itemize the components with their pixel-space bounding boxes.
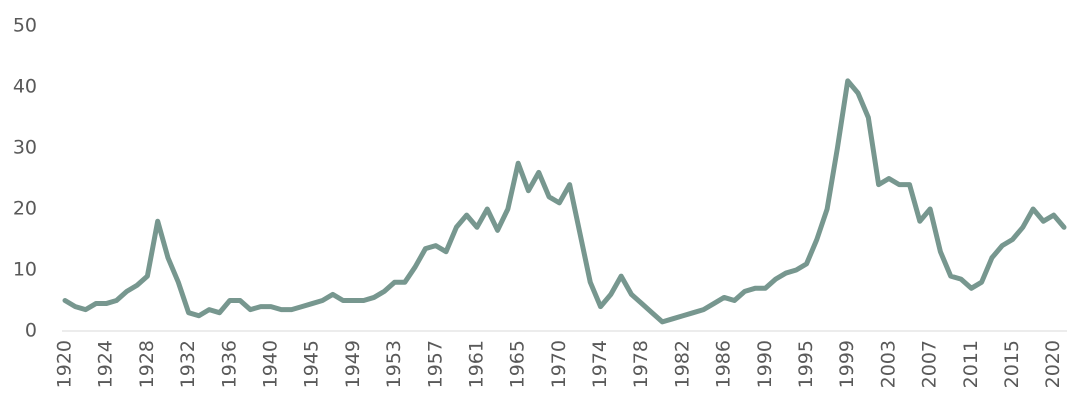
x-tick-label: 1945 (301, 340, 323, 388)
y-tick-label: 50 (13, 15, 37, 37)
x-tick-label: 1936 (218, 340, 240, 388)
y-tick-label: 40 (13, 76, 37, 98)
x-tick-label: 1920 (54, 340, 76, 388)
x-tick-label: 1995 (795, 340, 817, 388)
y-tick-label: 10 (13, 259, 37, 281)
x-tick-label: 2007 (919, 340, 941, 388)
y-tick-label: 20 (13, 198, 37, 220)
x-tick-label: 1978 (630, 340, 652, 388)
x-tick-label: 1986 (713, 340, 735, 388)
x-tick-label: 2015 (1001, 340, 1023, 388)
x-tick-label: 1965 (507, 340, 529, 388)
x-tick-label: 2020 (1042, 340, 1064, 388)
x-tick-label: 1974 (589, 340, 611, 388)
x-tick-label: 1961 (465, 340, 487, 388)
x-tick-label: 1940 (259, 340, 281, 388)
y-tick-label: 30 (13, 137, 37, 159)
data-line (62, 78, 1067, 325)
x-tick-label: 1957 (424, 340, 446, 388)
x-tick-label: 1928 (136, 340, 158, 388)
x-tick-label: 2011 (960, 340, 982, 388)
x-tick-label: 1990 (754, 340, 776, 388)
y-tick-label: 0 (25, 320, 37, 342)
x-tick-label: 2003 (877, 340, 899, 388)
x-tick-label: 1982 (671, 340, 693, 388)
x-tick-label: 1953 (383, 340, 405, 388)
x-tick-label: 1999 (836, 340, 858, 388)
x-tick-label: 1949 (342, 340, 364, 388)
x-tick-label: 1932 (177, 340, 199, 388)
x-tick-label: 1924 (95, 340, 117, 388)
x-tick-label: 1970 (548, 340, 570, 388)
